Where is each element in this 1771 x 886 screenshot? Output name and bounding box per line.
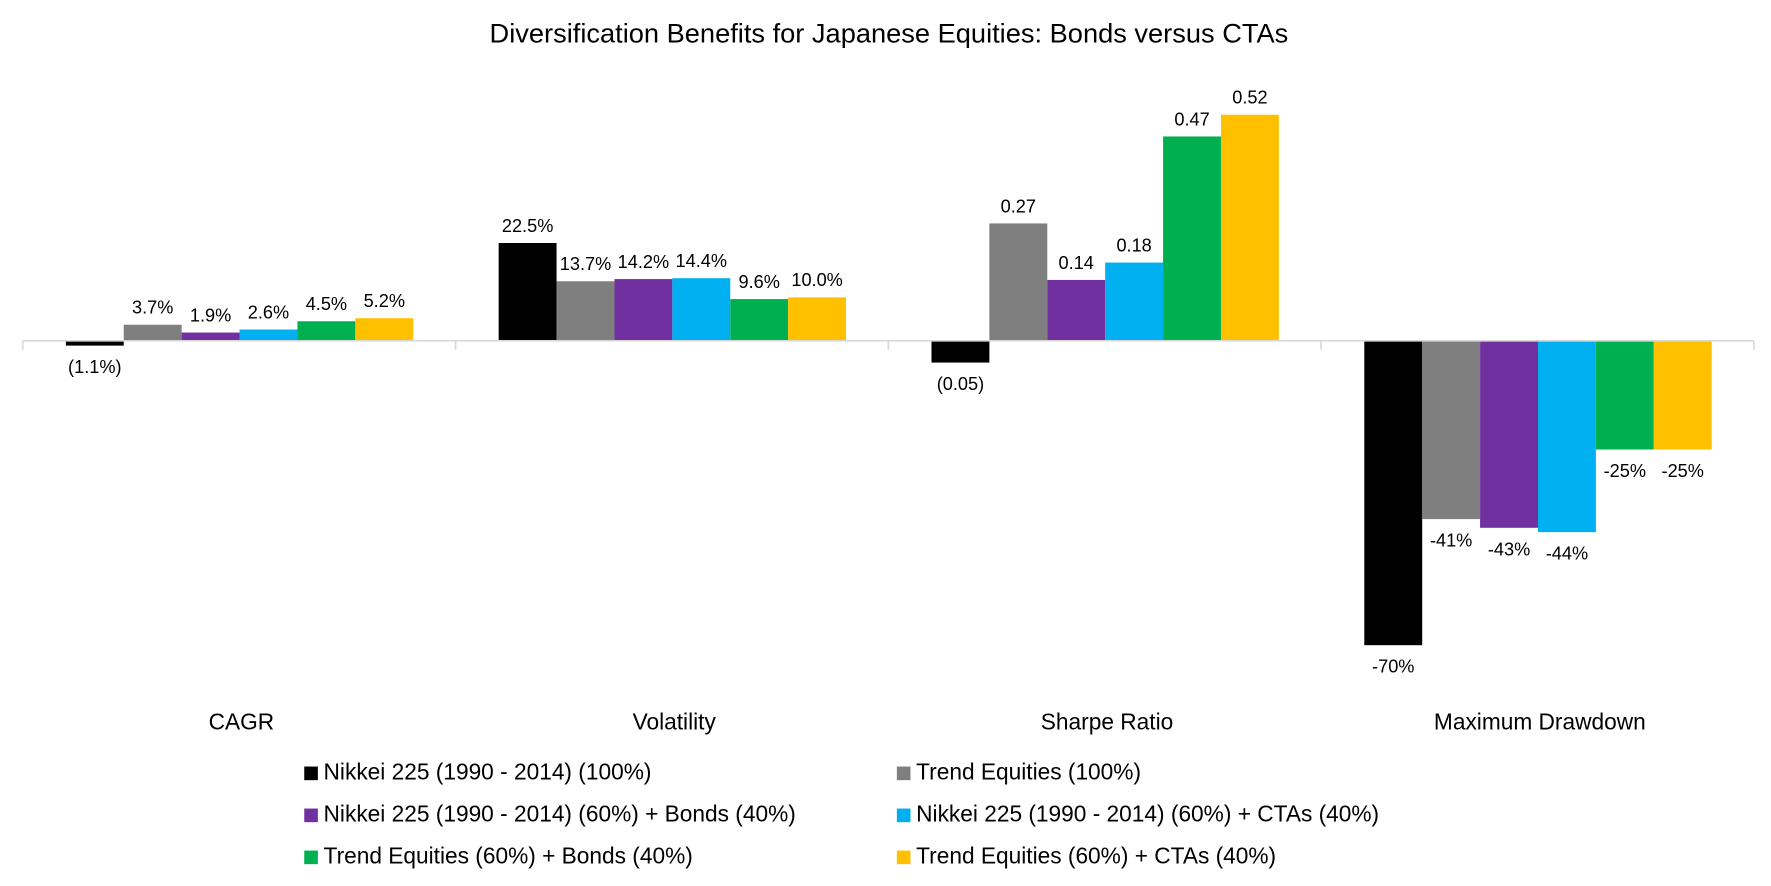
bar xyxy=(931,340,990,363)
value-label: 0.27 xyxy=(1001,196,1036,216)
bar xyxy=(556,281,615,341)
bar xyxy=(672,278,731,341)
bar xyxy=(989,223,1048,341)
value-label: 9.6% xyxy=(739,272,780,292)
bar xyxy=(181,332,240,341)
legend-label: Nikkei 225 (1990 - 2014) (60%) + CTAs (4… xyxy=(916,800,1379,826)
legend-swatch xyxy=(896,808,911,823)
x-tick-label: Volatility xyxy=(633,708,717,734)
bar xyxy=(498,242,557,341)
value-label: -25% xyxy=(1662,461,1704,481)
legend-label: Trend Equities (60%) + Bonds (40%) xyxy=(324,842,693,868)
x-tick-label: Sharpe Ratio xyxy=(1041,708,1173,734)
bar xyxy=(1422,340,1481,520)
bar xyxy=(65,340,124,346)
bar xyxy=(1537,340,1596,533)
x-tick-label: CAGR xyxy=(209,708,275,734)
legend-label: Trend Equities (100%) xyxy=(916,758,1141,784)
bar xyxy=(1595,340,1654,450)
value-label: (1.1%) xyxy=(68,357,121,377)
value-label: 2.6% xyxy=(248,302,289,322)
bar xyxy=(239,329,298,341)
legend-swatch xyxy=(304,808,318,823)
bar xyxy=(614,279,673,341)
bar xyxy=(123,324,182,341)
value-label: 4.5% xyxy=(306,294,347,314)
value-label: 0.14 xyxy=(1059,253,1094,273)
bar xyxy=(788,297,847,341)
chart-title: Diversification Benefits for Japanese Eq… xyxy=(490,18,1289,49)
value-label: 13.7% xyxy=(560,254,611,274)
value-label: -43% xyxy=(1488,539,1530,559)
legend-swatch xyxy=(896,850,911,865)
legend-label: Trend Equities (60%) + CTAs (40%) xyxy=(916,842,1276,868)
legend-swatch xyxy=(896,766,911,781)
value-label: 14.2% xyxy=(618,252,669,272)
value-label: -70% xyxy=(1372,657,1414,677)
bar xyxy=(730,299,789,341)
legend-swatch xyxy=(304,766,318,781)
value-label: -25% xyxy=(1604,461,1646,481)
value-label: 0.52 xyxy=(1232,88,1267,108)
bar xyxy=(1480,340,1538,528)
bar xyxy=(1220,114,1279,341)
value-label: 3.7% xyxy=(132,298,173,318)
legend-label: Nikkei 225 (1990 - 2014) (60%) + Bonds (… xyxy=(324,800,796,826)
bar xyxy=(1163,136,1221,341)
value-label: -44% xyxy=(1546,544,1588,564)
value-label: 14.4% xyxy=(676,251,727,271)
value-label: 10.0% xyxy=(791,270,842,290)
value-label: (0.05) xyxy=(937,374,984,394)
bar xyxy=(1364,340,1423,646)
value-label: 1.9% xyxy=(190,305,231,325)
value-label: 5.2% xyxy=(364,291,405,311)
bar xyxy=(1105,262,1164,341)
bar xyxy=(355,318,414,341)
value-label: 0.18 xyxy=(1116,235,1151,255)
legend-label: Nikkei 225 (1990 - 2014) (100%) xyxy=(324,758,652,784)
bar xyxy=(1653,340,1712,450)
legend-swatch xyxy=(304,850,318,865)
bar xyxy=(297,321,356,341)
value-label: -41% xyxy=(1430,531,1472,551)
bar xyxy=(1047,279,1106,341)
x-tick-label: Maximum Drawdown xyxy=(1434,708,1646,734)
value-label: 22.5% xyxy=(502,216,553,236)
value-label: 0.47 xyxy=(1174,109,1209,129)
